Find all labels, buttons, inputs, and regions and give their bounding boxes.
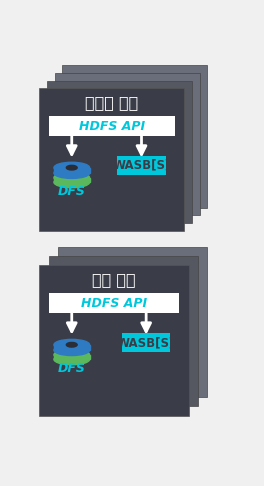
Bar (54, 355, 89, 359)
FancyBboxPatch shape (49, 116, 175, 136)
Ellipse shape (66, 343, 77, 347)
Text: DFS: DFS (58, 362, 86, 375)
Bar (54, 345, 89, 350)
Text: DFS: DFS (58, 185, 86, 198)
Ellipse shape (54, 339, 89, 350)
Ellipse shape (54, 162, 89, 173)
Ellipse shape (54, 168, 89, 178)
Ellipse shape (54, 345, 89, 356)
Text: HDFS API: HDFS API (79, 120, 145, 133)
FancyBboxPatch shape (117, 156, 166, 174)
Bar (54, 168, 89, 173)
FancyBboxPatch shape (58, 247, 208, 397)
FancyBboxPatch shape (49, 293, 180, 313)
FancyBboxPatch shape (63, 65, 208, 208)
Text: 작업자 노드: 작업자 노드 (85, 95, 138, 110)
FancyBboxPatch shape (47, 81, 192, 223)
Ellipse shape (66, 165, 77, 170)
FancyBboxPatch shape (55, 73, 200, 215)
Ellipse shape (54, 172, 89, 183)
Ellipse shape (54, 177, 89, 188)
FancyBboxPatch shape (39, 265, 189, 416)
Bar (54, 178, 89, 182)
Text: WASB[S]: WASB[S] (112, 159, 171, 172)
Text: WASB[S]: WASB[S] (117, 336, 175, 349)
Text: HDFS API: HDFS API (81, 296, 147, 310)
FancyBboxPatch shape (122, 333, 170, 352)
Text: 헤드 노드: 헤드 노드 (92, 272, 136, 287)
FancyBboxPatch shape (39, 88, 184, 231)
Ellipse shape (54, 354, 89, 365)
FancyBboxPatch shape (49, 256, 198, 406)
Ellipse shape (54, 349, 89, 360)
